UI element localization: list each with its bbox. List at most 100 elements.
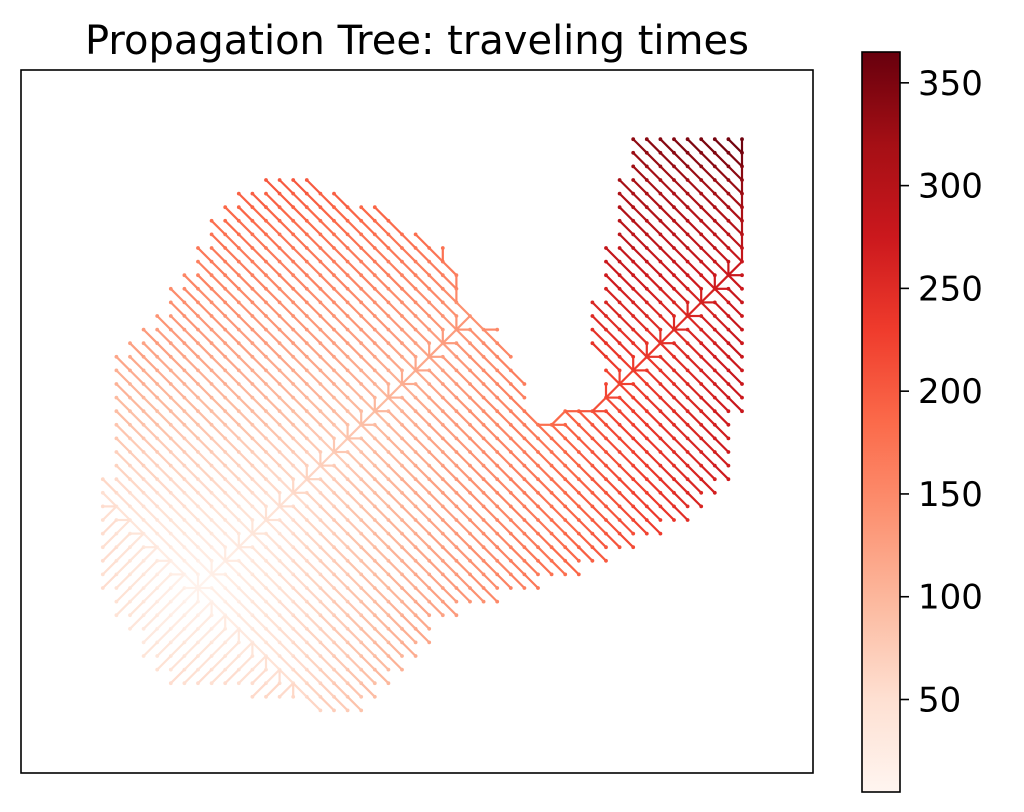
tree-edge: [700, 464, 716, 480]
tree-edge: [129, 505, 145, 521]
tree-edge: [428, 247, 444, 263]
tree-edge: [686, 478, 702, 494]
tree-node: [726, 422, 731, 427]
tree-edge: [319, 328, 335, 344]
tree-edge: [278, 587, 294, 603]
tree-edge: [659, 451, 675, 467]
tree-edge: [238, 260, 254, 276]
tree-edge: [374, 301, 390, 317]
tree-edge: [673, 206, 689, 222]
tree-edge: [550, 560, 566, 576]
tree-edge: [673, 233, 689, 249]
tree-edge: [374, 206, 390, 222]
tree-edge: [278, 192, 294, 208]
tree-edge: [714, 396, 730, 412]
tree-edge: [265, 573, 281, 589]
tree-edge: [605, 274, 621, 290]
tree-edge: [360, 532, 376, 548]
tree-edge: [564, 451, 580, 467]
tree-edge: [578, 424, 594, 440]
tree-edge: [197, 342, 213, 358]
tree-edge: [319, 451, 335, 467]
tree-edge: [564, 546, 580, 562]
tree-node: [359, 708, 364, 713]
tree-edge: [428, 600, 444, 616]
tree-edge: [129, 587, 145, 603]
tree-edge: [306, 383, 322, 399]
tree-edge: [659, 260, 675, 276]
tree-edge: [714, 260, 730, 276]
tree-edge: [142, 342, 158, 358]
tree-edge: [251, 532, 267, 548]
tree-edge: [605, 328, 621, 344]
tree-edge: [360, 437, 376, 453]
tree-edge: [646, 315, 662, 331]
tree-edge: [319, 587, 335, 603]
tree-edge: [319, 424, 335, 440]
tree-edge: [401, 464, 417, 480]
tree-edge: [550, 451, 566, 467]
tree-edge: [156, 315, 172, 331]
tree-edge: [183, 437, 199, 453]
tree-edge: [210, 260, 226, 276]
tree-edge: [115, 464, 131, 480]
tree-edge: [387, 220, 403, 236]
tree-node: [631, 137, 636, 142]
tree-edge: [700, 220, 716, 236]
tree-edge: [414, 614, 430, 630]
tree-edge: [265, 288, 281, 304]
tree-edge: [292, 206, 308, 222]
tree-node: [604, 545, 608, 550]
tree-edge: [700, 383, 716, 399]
tree-edge: [496, 492, 512, 508]
tree-node: [644, 531, 649, 536]
tree-edge: [428, 288, 444, 304]
tree-edge: [292, 451, 308, 467]
tree-edge: [197, 560, 213, 576]
tree-edge: [442, 301, 458, 317]
tree-edge: [550, 410, 566, 426]
tree-edge: [129, 573, 145, 589]
tree-edge: [646, 206, 662, 222]
tree-edge: [482, 478, 498, 494]
tree-edge: [265, 356, 281, 372]
tree-node: [155, 314, 160, 318]
tree-edge: [142, 396, 158, 412]
tree-edge: [142, 383, 158, 399]
tree-edge: [142, 560, 158, 576]
tree-edge: [115, 356, 131, 372]
tree-edge: [374, 288, 390, 304]
tree-edge: [646, 192, 662, 208]
tree-edge: [700, 138, 716, 154]
tree-edge: [197, 587, 213, 603]
tree-node: [604, 273, 608, 278]
tree-edge: [442, 505, 458, 521]
tree-edge: [523, 410, 539, 426]
tree-edge: [224, 451, 240, 467]
tree-edge: [346, 614, 362, 630]
tree-node: [264, 694, 268, 699]
tree-edge: [346, 220, 362, 236]
tree-edge: [360, 369, 376, 385]
tree-node: [536, 572, 540, 577]
tree-edge: [346, 560, 362, 576]
tree-edge: [265, 546, 281, 562]
tree-edge: [278, 573, 294, 589]
tree-edge: [238, 328, 254, 344]
tree-edge: [319, 464, 335, 480]
tree-edge: [292, 532, 308, 548]
tree-edge: [387, 587, 403, 603]
tree-edge: [292, 587, 308, 603]
tree-edge: [700, 478, 716, 494]
tree-node: [631, 531, 636, 536]
tree-edge: [469, 437, 485, 453]
tree-edge: [618, 410, 634, 426]
tree-edge: [238, 206, 254, 222]
colorbar-tick-label: 150: [918, 475, 983, 515]
tree-edge: [455, 587, 471, 603]
tree-edge: [360, 655, 376, 671]
tree-edge: [265, 383, 281, 399]
tree-edge: [333, 641, 349, 657]
tree-edge: [428, 356, 444, 372]
tree-edge: [265, 628, 281, 644]
